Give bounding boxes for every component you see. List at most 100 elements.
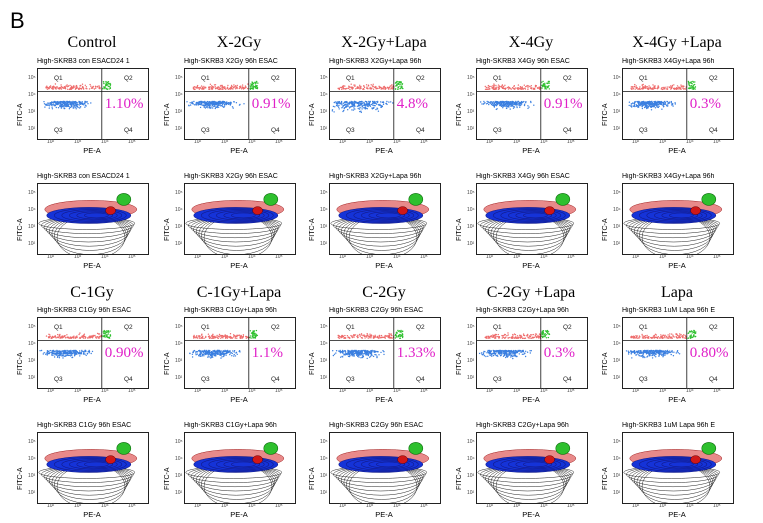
q3-event-dot — [632, 102, 634, 104]
q1-event-dot — [679, 337, 681, 339]
q3-event-dot — [520, 351, 522, 353]
q3-event-dot — [515, 351, 517, 354]
q1-event-dot — [57, 87, 60, 90]
q1-event-dot — [517, 88, 519, 90]
q1-event-dot — [82, 86, 84, 89]
q1-event-dot — [520, 334, 522, 337]
q3-event-dot — [219, 352, 221, 355]
q1-event-dot — [507, 88, 510, 90]
q1-event-dot — [678, 337, 680, 339]
q3-event-dot — [629, 350, 632, 352]
q3-event-dot — [657, 100, 660, 103]
q2-event-dot — [691, 332, 693, 334]
q1-event-dot — [241, 84, 244, 86]
y-tick-label: 10⁵ — [320, 439, 328, 445]
q3-event-dot — [70, 355, 72, 357]
q1-event-dot — [383, 336, 385, 339]
q1-event-dot — [81, 83, 84, 85]
q3-event-dot — [661, 108, 663, 110]
q3-event-dot — [635, 354, 637, 356]
q3-event-dot — [376, 356, 378, 359]
contour-line-blue — [208, 458, 270, 471]
q1-event-dot — [383, 88, 385, 90]
q1-event-dot — [668, 86, 670, 88]
q3-event-dot — [70, 104, 72, 106]
q1-event-dot — [47, 87, 50, 89]
q1-event-dot — [366, 335, 368, 337]
q2-event-dot — [690, 82, 693, 84]
q1-event-dot — [210, 87, 213, 90]
q3-event-dot — [233, 355, 235, 357]
contour-line-blue — [515, 211, 553, 220]
y-axis-label: FITC-A — [456, 218, 463, 241]
condition-label: X-2Gy+Lapa — [341, 34, 427, 51]
q3-event-dot — [653, 101, 655, 103]
q1-event-dot — [352, 335, 354, 337]
x-tick-label: 10² — [339, 139, 347, 145]
q1-event-dot — [96, 86, 99, 88]
q1-event-dot — [234, 88, 237, 90]
q3-event-dot — [385, 102, 387, 105]
q1-event-dot — [492, 85, 494, 87]
contour-plot-svg — [623, 442, 723, 503]
q3-event-dot — [349, 101, 351, 104]
q1-event-dot — [376, 336, 379, 339]
q3-event-dot — [500, 352, 502, 355]
x-tick-label: 10⁴ — [101, 254, 109, 260]
y-tick-label: 10² — [320, 241, 328, 247]
contour-region-red — [397, 206, 408, 215]
q3-event-dot — [346, 103, 348, 106]
q3-event-dot — [371, 108, 374, 110]
q2-event-dot — [394, 337, 397, 339]
q3-event-dot — [522, 350, 524, 352]
q3-event-dot — [57, 107, 60, 109]
q3-event-dot — [504, 354, 506, 356]
q3-event-dot — [639, 355, 641, 357]
q3-event-dot — [666, 353, 669, 355]
q3-event-dot — [361, 106, 363, 108]
x-axis-label: PE-A — [668, 395, 686, 404]
q1-event-dot — [343, 85, 345, 87]
y-tick-label: 10⁴ — [467, 92, 475, 98]
q1-event-dot — [195, 337, 197, 339]
q3-event-dot — [229, 102, 231, 104]
q3-event-dot — [374, 353, 376, 356]
q1-event-dot — [533, 87, 536, 90]
q3-event-dot — [631, 357, 633, 359]
q3-event-dot — [334, 106, 336, 108]
q3-event-dot — [375, 354, 377, 356]
q3-event-dot — [49, 102, 51, 104]
q1-event-dot — [207, 333, 210, 335]
q3-event-dot — [652, 353, 654, 356]
x-axis-label: PE-A — [375, 146, 393, 155]
q1-event-dot — [519, 334, 521, 336]
q3-event-dot — [81, 101, 83, 103]
x-tick-label: 10⁴ — [686, 139, 694, 145]
q3-event-dot — [378, 354, 380, 356]
q1-event-dot — [354, 85, 356, 88]
q3-event-dot — [363, 350, 366, 353]
q3-event-dot — [201, 355, 204, 357]
q2-percentage: 1.33% — [396, 345, 436, 361]
quadrant-label: Q1 — [639, 75, 648, 82]
contour-line-blue — [661, 460, 699, 469]
q3-event-dot — [69, 106, 72, 109]
q3-event-dot — [386, 103, 388, 106]
q3-event-dot — [210, 351, 213, 353]
x-tick-label: 10³ — [366, 388, 374, 394]
q1-event-dot — [488, 88, 491, 90]
q1-event-dot — [366, 87, 368, 89]
q3-event-dot — [75, 108, 77, 110]
q3-event-dot — [212, 103, 214, 105]
q1-event-dot — [71, 86, 73, 88]
q1-event-dot — [236, 87, 238, 90]
q1-event-dot — [360, 87, 362, 90]
y-tick-label: 10⁵ — [320, 190, 328, 196]
q3-event-dot — [209, 356, 211, 358]
q3-event-dot — [364, 104, 366, 107]
q3-event-dot — [671, 350, 673, 352]
q1-event-dot — [362, 88, 364, 90]
q3-event-dot — [205, 353, 207, 355]
q2-event-dot — [545, 337, 548, 339]
q3-event-dot — [646, 107, 648, 110]
